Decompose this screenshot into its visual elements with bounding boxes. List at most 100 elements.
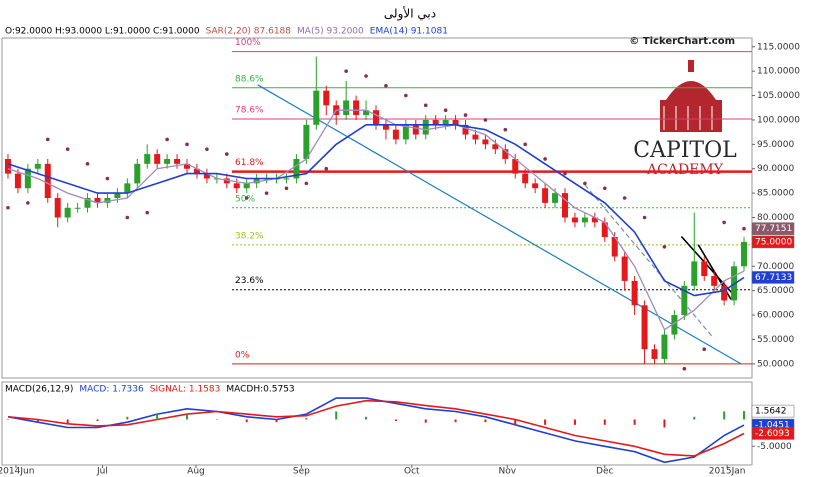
sar-dot (483, 118, 488, 122)
sar-dot (304, 181, 309, 186)
x-tick-label: Oct (404, 467, 420, 477)
candle-body (651, 349, 658, 359)
sar-dot (583, 181, 587, 186)
y-tick-label: 110.0000 (757, 67, 800, 77)
histogram-bar (454, 419, 457, 423)
sar-dot (563, 171, 567, 176)
sar-dot (145, 210, 150, 215)
last-value-box (751, 235, 795, 249)
price-panel (1, 37, 753, 379)
candle-body (24, 168, 31, 189)
candle-body (64, 207, 71, 218)
candle-body (283, 178, 290, 180)
histogram-bar (6, 419, 9, 420)
x-tick-label: Sep (293, 467, 310, 477)
trend-line (257, 84, 742, 365)
candle-body (661, 334, 668, 359)
y-tick-label: -5.0000 (757, 442, 792, 452)
candle-body (84, 198, 91, 208)
fib-label: 100% (235, 38, 261, 48)
candle-body (343, 100, 350, 116)
candle-body (203, 173, 210, 179)
candle-body (571, 217, 578, 223)
fib-label: 50% (235, 194, 255, 204)
histogram-bar (275, 419, 278, 423)
sar-dot (185, 142, 189, 147)
candle-body (233, 183, 240, 189)
candle-body (581, 217, 588, 223)
last-value-box (751, 222, 795, 235)
sar-dot (6, 205, 10, 210)
legend-entry: EMA(14) 91.1081 (370, 27, 448, 37)
sar-dot (443, 108, 448, 112)
histogram-bar (186, 414, 189, 420)
y-tick-label: 60.0000 (757, 311, 794, 321)
histogram-bar (424, 419, 427, 423)
candle-body (104, 198, 111, 203)
histogram-bar (693, 416, 696, 420)
candle-body (373, 110, 379, 125)
legend-entry: SAR(2,20) 87.6188 (206, 27, 292, 37)
candle-body (721, 285, 728, 301)
histogram-bar (544, 419, 547, 425)
candle-body (382, 124, 389, 130)
sar-dot (384, 84, 388, 88)
candle-body (363, 110, 370, 116)
histogram-bar (603, 419, 606, 425)
sar-dot (85, 162, 90, 166)
y-tick-label: 85.0000 (757, 189, 794, 199)
trend-line (584, 184, 713, 337)
legend-entry: MACDH:0.5753 (226, 385, 294, 395)
candle-body (502, 149, 509, 159)
candle-body (611, 237, 618, 257)
x-tick-label: 2014Jun (0, 467, 34, 477)
candle-body (522, 173, 529, 184)
candle-body (154, 154, 161, 164)
legend-entry: MACD: 1.7336 (79, 385, 144, 395)
chart-title: دبي الأولى (384, 6, 436, 22)
candle-body (323, 90, 330, 106)
candle-body (691, 261, 698, 286)
candle-body (462, 124, 469, 135)
candle-body (34, 163, 41, 169)
last-value-box (751, 404, 795, 418)
logo-text: CAPITOL (633, 138, 737, 163)
logo-building (660, 100, 722, 132)
candle-body (561, 193, 568, 218)
legend-entry: SIGNAL: 1.1583 (150, 385, 221, 395)
candle-body (293, 158, 300, 179)
candle-body (392, 129, 399, 140)
sar-dot (722, 220, 726, 225)
sar-dot (125, 215, 130, 220)
sar-dot (105, 176, 110, 181)
histogram-bar (96, 419, 99, 422)
candle-body (124, 183, 131, 194)
sar-dot (642, 215, 647, 220)
sar-dot (503, 127, 508, 132)
candle-body (741, 241, 748, 267)
sar-dot (264, 191, 269, 195)
logo (660, 60, 722, 132)
fib-label: 61.8% (235, 158, 264, 168)
candle-body (542, 188, 549, 203)
candle-body (223, 178, 230, 184)
logo-spire (688, 60, 694, 72)
candle-body (681, 285, 688, 316)
y-tick-label: 115.0000 (757, 42, 800, 52)
histogram-bar (365, 416, 368, 420)
y-tick-label: 50.0000 (757, 359, 794, 369)
sar-dot (344, 69, 348, 73)
candle-body (711, 276, 718, 286)
sar-dot (284, 186, 289, 191)
sar-dot (702, 347, 707, 352)
y-tick-label: 70.0000 (757, 262, 794, 272)
candle-body (14, 173, 21, 189)
candle-body (492, 144, 499, 150)
y-tick-label: 95.0000 (757, 140, 794, 150)
candle-body (552, 193, 559, 203)
x-tick-label: Jul (96, 467, 108, 477)
histogram-bar (215, 419, 218, 420)
last-value-label: 75.0000 (755, 237, 792, 247)
candle-body (452, 119, 459, 125)
